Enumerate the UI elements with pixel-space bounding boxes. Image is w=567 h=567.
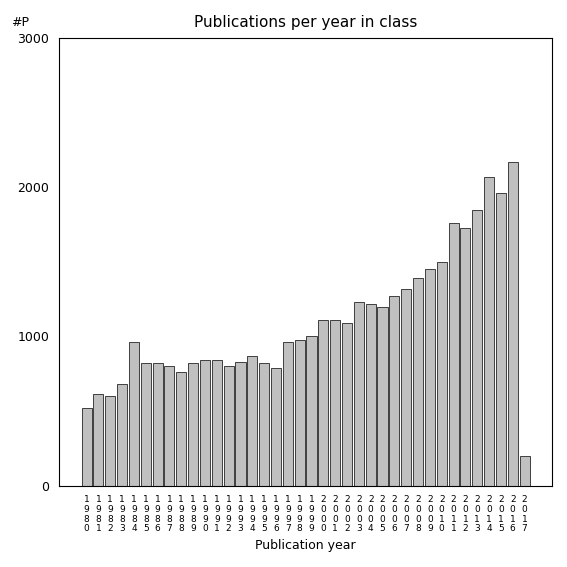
Bar (295, 340, 304, 485)
Bar (425, 269, 435, 485)
Bar (307, 336, 316, 485)
Bar (94, 394, 103, 485)
Bar (390, 296, 399, 485)
Bar (519, 456, 530, 485)
Bar (484, 177, 494, 485)
Bar (164, 366, 175, 485)
Bar (318, 320, 328, 485)
Bar (354, 302, 364, 485)
Bar (259, 363, 269, 485)
Title: Publications per year in class: Publications per year in class (194, 15, 417, 30)
Bar (129, 342, 139, 485)
Bar (330, 320, 340, 485)
X-axis label: Publication year: Publication year (255, 539, 356, 552)
Bar (82, 408, 92, 485)
Bar (223, 366, 234, 485)
Bar (176, 373, 187, 485)
Bar (271, 368, 281, 485)
Bar (211, 360, 222, 485)
Bar (448, 223, 459, 485)
Bar (105, 396, 115, 485)
Bar (401, 289, 411, 485)
Bar (141, 363, 151, 485)
Bar (117, 384, 127, 485)
Bar (342, 323, 352, 485)
Bar (460, 227, 471, 485)
Bar (153, 363, 163, 485)
Bar (496, 193, 506, 485)
Bar (366, 304, 376, 485)
Bar (200, 360, 210, 485)
Bar (247, 356, 257, 485)
Bar (413, 278, 423, 485)
Y-axis label: #P: #P (11, 16, 29, 29)
Bar (437, 262, 447, 485)
Bar (235, 362, 246, 485)
Bar (283, 342, 293, 485)
Bar (507, 162, 518, 485)
Bar (378, 307, 388, 485)
Bar (188, 363, 198, 485)
Bar (472, 210, 483, 485)
